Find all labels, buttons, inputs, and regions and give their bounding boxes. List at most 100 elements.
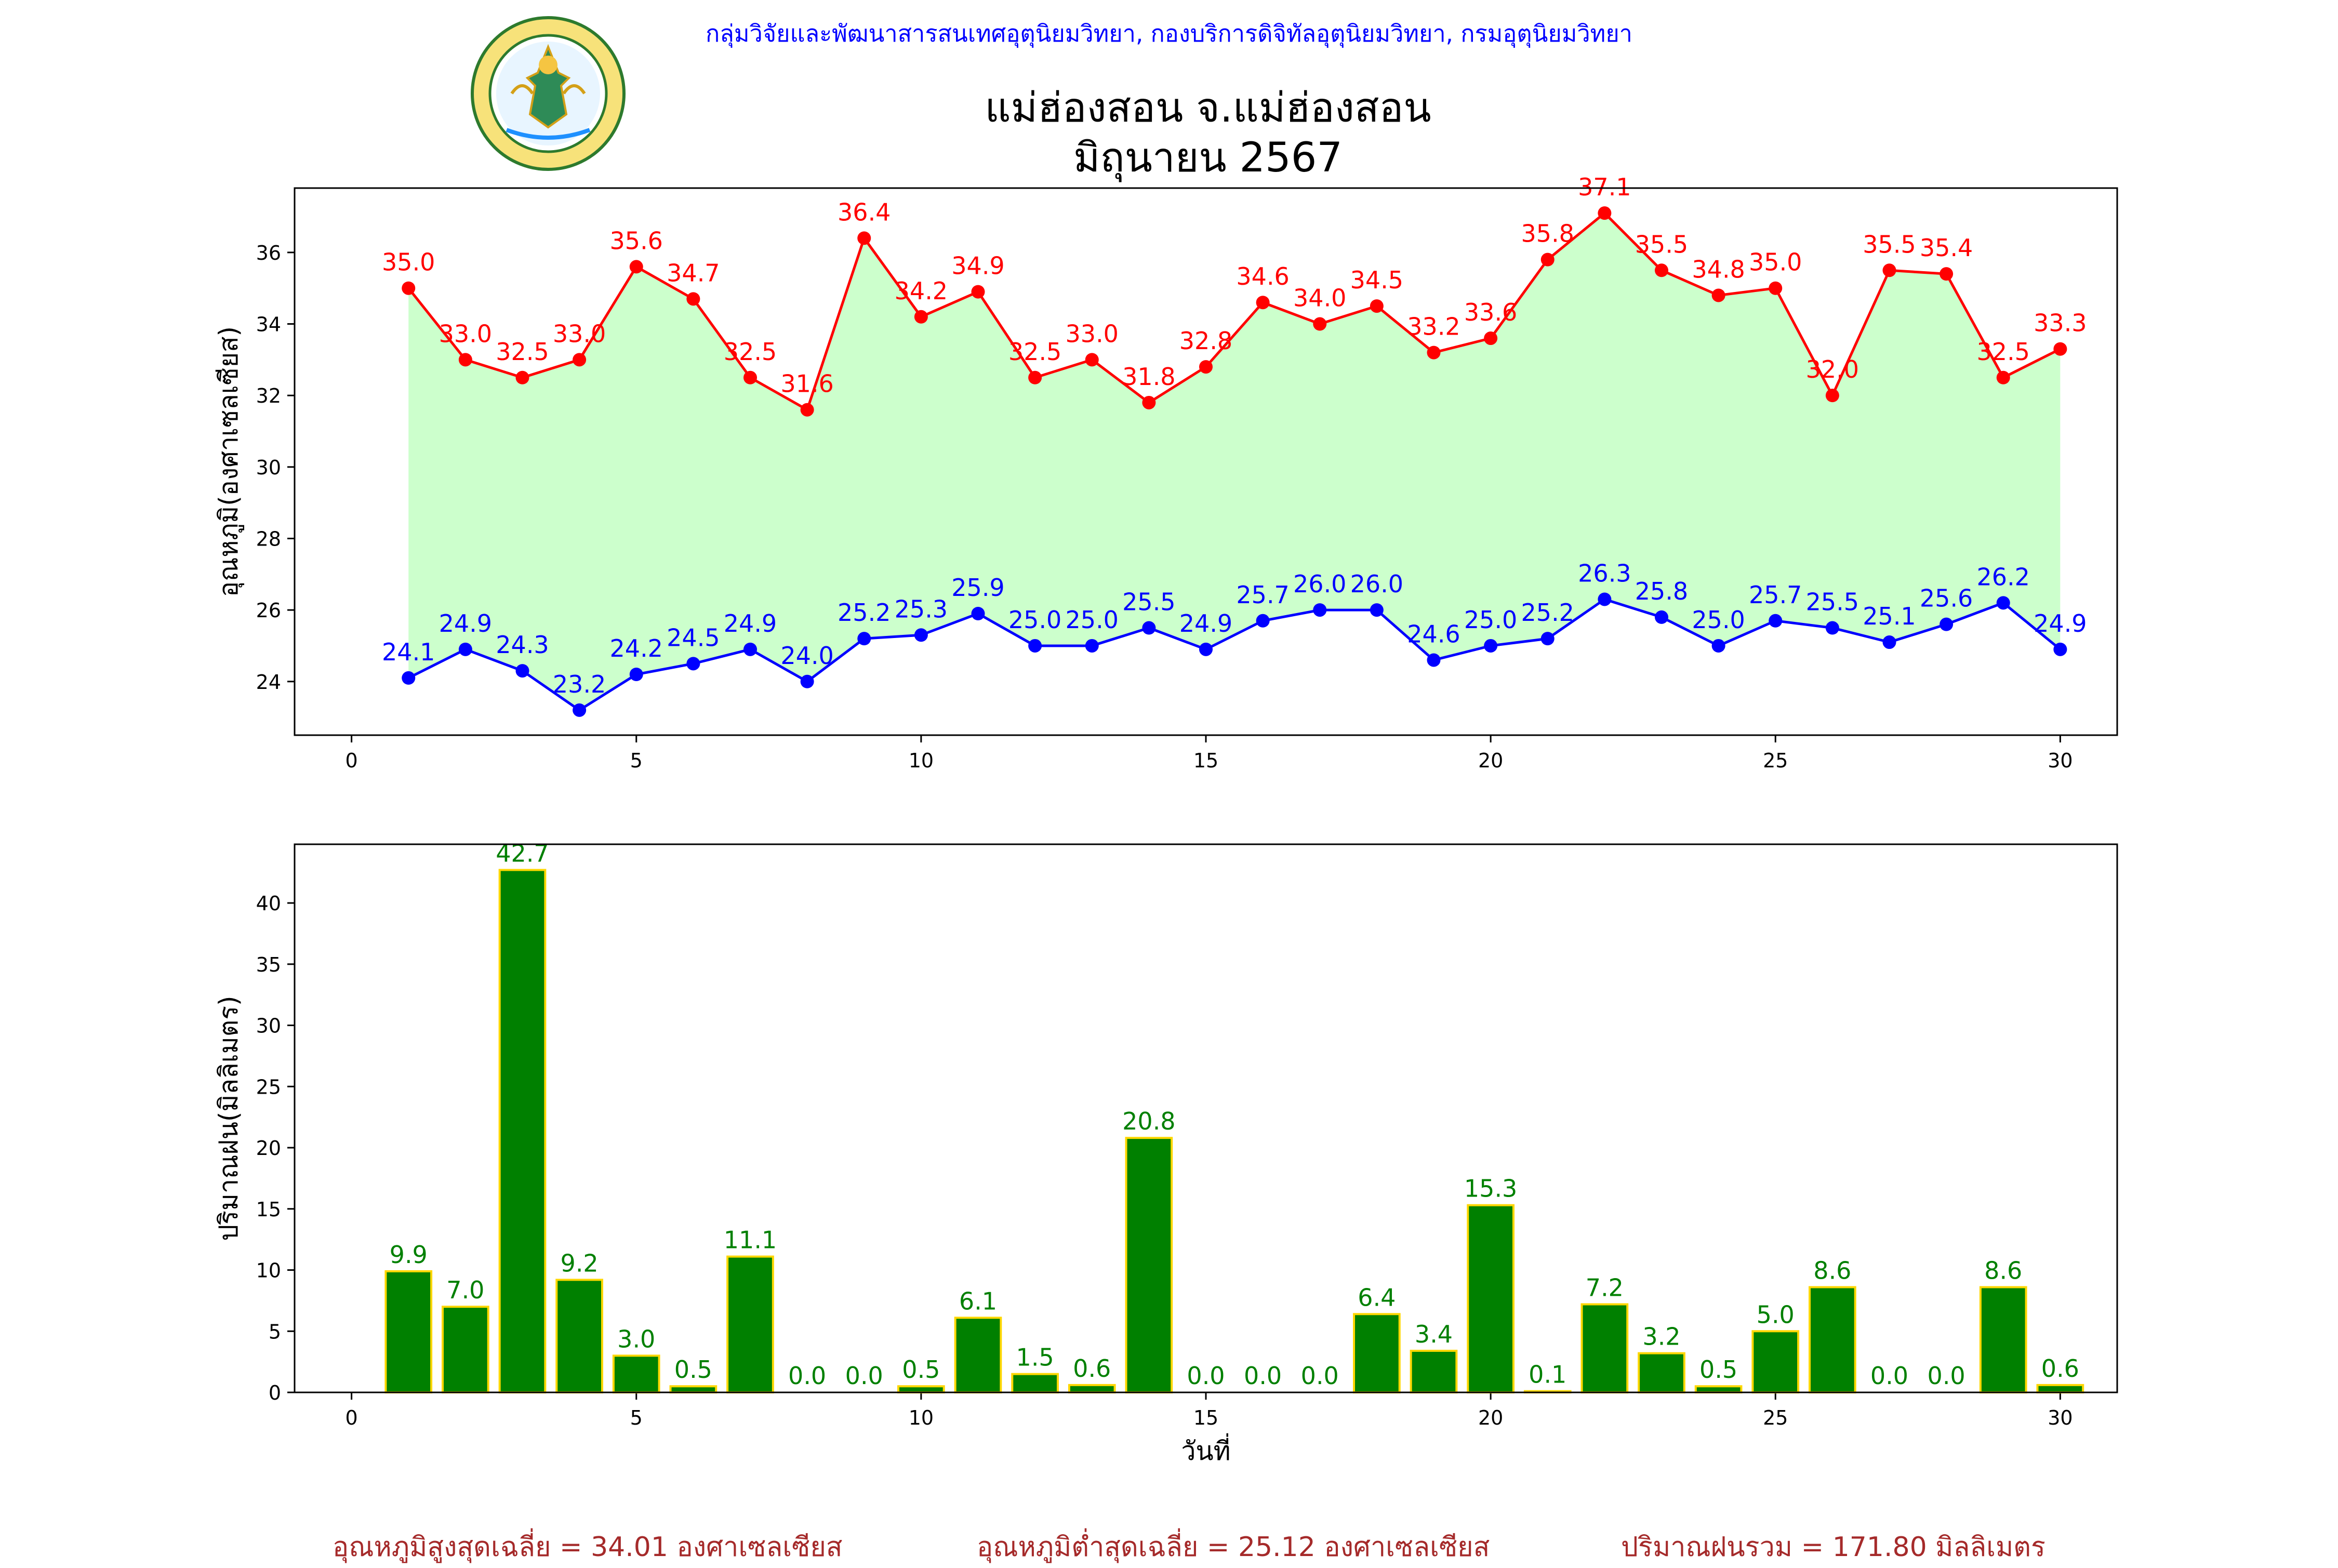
rainfall-data-label: 0.0 [1928, 1362, 1965, 1390]
max-temp-point [1540, 253, 1555, 267]
min-temp-point [1484, 639, 1498, 653]
temp-y-axis-label: อุณหภูมิ(องศาเซลเซียส) [214, 326, 244, 597]
min-temp-data-label: 26.2 [1977, 563, 2030, 591]
min-temp-point [1882, 635, 1896, 649]
max-temp-point [1256, 296, 1270, 310]
rainfall-data-label: 9.2 [561, 1249, 599, 1277]
max-temp-data-label: 34.8 [1692, 255, 1745, 283]
rainfall-bar [1353, 1313, 1401, 1393]
rain-y-tick-label: 0 [269, 1381, 281, 1404]
rainfall-data-label: 0.0 [845, 1362, 883, 1390]
rain-y-tick-label: 35 [256, 953, 281, 976]
min-temp-point [914, 628, 928, 642]
rain-y-tick-label: 10 [256, 1259, 281, 1282]
temp-y-tick-label: 26 [256, 599, 281, 622]
temp-x-tick-label: 25 [1763, 749, 1788, 772]
rainfall-bar [1125, 1137, 1173, 1393]
rainfall-bar [1011, 1373, 1059, 1393]
min-temp-data-label: 26.0 [1293, 570, 1346, 598]
min-temp-data-label: 24.0 [780, 642, 833, 670]
rain-y-tick-label: 5 [269, 1320, 281, 1343]
rainfall-data-label: 8.6 [1984, 1256, 2022, 1284]
rainfall-bar [954, 1317, 1002, 1393]
rain-y-axis-label: ปริมาณฝน(มิลลิเมตร) [214, 995, 244, 1241]
rainfall-data-label: 0.0 [1244, 1362, 1282, 1390]
total-rainfall: ปริมาณฝนรวม = 171.80 มิลลิเมตร [1621, 1532, 2045, 1563]
rainfall-data-label: 7.2 [1586, 1273, 1624, 1301]
rainfall-bar [498, 869, 547, 1393]
max-temp-line [407, 211, 2061, 412]
max-temp-point [1484, 331, 1498, 346]
rain-x-tick-label: 10 [909, 1406, 934, 1429]
rainfall-bar [726, 1255, 774, 1394]
rain-x-tick-label: 0 [346, 1406, 358, 1429]
max-temp-data-label: 35.4 [1920, 234, 1973, 262]
min-temp-point [629, 668, 643, 681]
min-temp-point [1655, 610, 1668, 624]
max-temp-data-label: 32.5 [1008, 338, 1061, 366]
temp-y-tick-label: 36 [256, 242, 281, 264]
rainfall-data-label: 0.5 [674, 1356, 712, 1384]
footer-stats: อุณหภูมิสูงสุดเฉลี่ย = 34.01 องศาเซลเซีย… [0, 1525, 2338, 1563]
rain-y-tick-label: 30 [256, 1015, 281, 1038]
rainfall-data-label: 0.0 [1187, 1362, 1225, 1390]
rainfall-bar [2036, 1384, 2084, 1394]
rainfall-plot-frame [294, 843, 2118, 1393]
max-temp-point [971, 285, 985, 299]
temp-x-tick-label: 0 [346, 749, 358, 772]
temp-y-tick-label: 32 [256, 384, 281, 407]
max-temp-point [1996, 370, 2010, 384]
temperature-chart: 0 5 10 15 20 25 30 24 26 28 30 32 34 36 อุณหภูมิ(องศาเ… [214, 173, 2118, 772]
temp-y-tick-label: 28 [256, 527, 281, 550]
max-temp-point [1427, 346, 1441, 360]
header-credit: กลุ่มวิจัยและพัฒนาสารสนเทศอุตุนิยมวิทยา,… [706, 20, 1632, 47]
min-temp-point [1996, 596, 2010, 610]
max-temp-point [1940, 267, 1954, 281]
max-temp-data-label: 31.8 [1122, 363, 1175, 391]
max-temp-data-label: 32.0 [1806, 355, 1859, 383]
min-temp-data-label: 25.7 [1749, 581, 1802, 609]
temp-x-tick-label: 30 [2048, 749, 2073, 772]
max-temp-point [1655, 263, 1668, 277]
temp-x-tick-label: 15 [1193, 749, 1218, 772]
max-temp-point [800, 403, 814, 417]
rainfall-data-label: 0.0 [1301, 1362, 1339, 1390]
min-temp-point [743, 642, 757, 656]
rainfall-bar [1467, 1204, 1515, 1394]
min-temp-point [1370, 603, 1384, 617]
rainfall-data-label: 20.8 [1122, 1107, 1175, 1135]
min-temp-point [1142, 621, 1156, 635]
max-temp-point [1598, 206, 1612, 220]
rain-x-tick-label: 5 [630, 1406, 643, 1429]
max-temp-data-label: 36.4 [838, 198, 891, 226]
rainfall-data-label: 0.0 [1870, 1362, 1908, 1390]
max-temp-point [743, 370, 757, 384]
temp-y-tick-label: 30 [256, 456, 281, 479]
min-temp-point [515, 664, 529, 678]
max-temp-data-label: 35.0 [382, 248, 435, 276]
min-temp-data-label: 24.9 [724, 609, 777, 637]
max-temp-point [1085, 353, 1099, 367]
max-temp-data-label: 33.0 [553, 320, 606, 348]
rainfall-data-label: 0.5 [1699, 1356, 1737, 1384]
rainfall-data-label: 0.6 [2041, 1354, 2079, 1383]
min-temp-point [1540, 632, 1555, 646]
rain-x-tick-label: 15 [1193, 1406, 1218, 1429]
max-temp-point [402, 281, 416, 295]
rain-x-tick-label: 25 [1763, 1406, 1788, 1429]
rainfall-bar [555, 1279, 603, 1393]
avg-max-temperature: อุณหภูมิสูงสุดเฉลี่ย = 34.01 องศาเซลเซีย… [333, 1532, 843, 1563]
rainfall-bar [1979, 1286, 2027, 1394]
max-temp-data-label: 34.9 [951, 252, 1004, 280]
max-temp-data-label: 32.5 [724, 338, 777, 366]
min-temp-point [800, 674, 814, 688]
max-temp-data-label: 35.6 [610, 227, 663, 255]
max-temp-data-label: 37.1 [1578, 173, 1631, 201]
rainfall-data-label: 3.0 [617, 1325, 655, 1353]
max-temp-point [458, 353, 472, 367]
rainfall-data-label: 0.0 [788, 1362, 826, 1390]
min-temp-point [1199, 642, 1213, 656]
max-temp-point [1199, 360, 1213, 374]
avg-min-temperature: อุณหภูมิต่ำสุดเฉลี่ย = 25.12 องศาเซลเซีย… [977, 1532, 1490, 1563]
